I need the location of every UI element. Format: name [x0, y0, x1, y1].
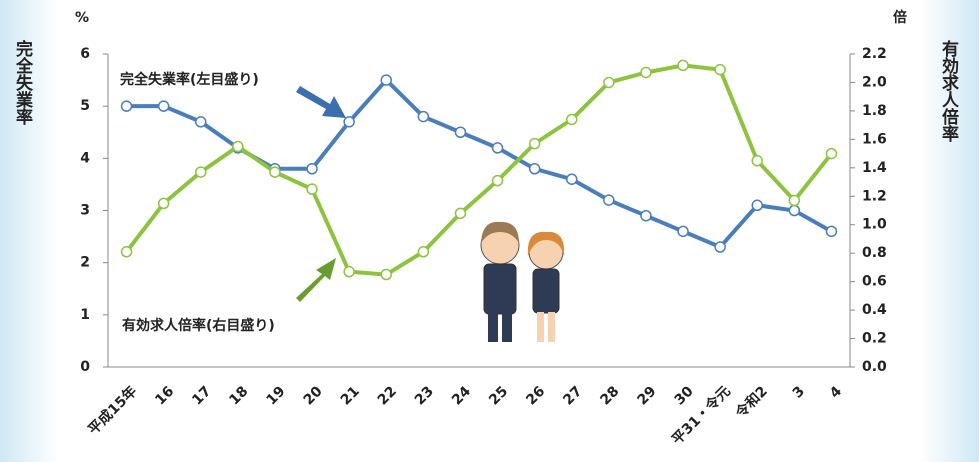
point: [714, 63, 726, 76]
point: [714, 241, 726, 253]
point: [751, 199, 763, 212]
point: [195, 166, 207, 178]
point: [306, 163, 318, 175]
point: [232, 140, 244, 153]
point: [825, 225, 838, 238]
point: [454, 126, 467, 138]
y-tick-label: 5: [80, 98, 90, 114]
point: [195, 116, 207, 128]
point: [491, 142, 504, 154]
y2-tick-label: 2.0: [862, 74, 887, 90]
point: [566, 113, 578, 126]
point: [491, 174, 504, 187]
point: [343, 265, 355, 278]
y-axis-label: 完全失業率: [12, 39, 34, 126]
point: [528, 163, 541, 175]
point: [825, 147, 838, 160]
y-tick-label: 2: [80, 255, 90, 271]
point: [640, 66, 652, 79]
y2-tick-label: 0.6: [862, 274, 887, 290]
point: [343, 116, 355, 128]
point: [157, 100, 170, 112]
series-line: [124, 63, 834, 277]
y2-tick-label: 1.8: [862, 103, 887, 119]
y2-tick-label: 2.2: [862, 46, 887, 62]
point: [269, 166, 281, 178]
point: [380, 268, 392, 281]
y2-tick-label: 0.4: [862, 302, 887, 318]
point: [640, 209, 652, 222]
point: [380, 74, 392, 86]
point: [677, 59, 689, 72]
y2-tick-label: 0.8: [862, 245, 887, 261]
point: [528, 137, 541, 150]
y-tick-label: 0: [80, 359, 90, 375]
point: [417, 246, 430, 258]
annotation: 有効求人倍率(右目盛り): [122, 317, 275, 334]
point: [417, 110, 430, 123]
y2-tick-label: 1.6: [862, 131, 887, 147]
y2-tick-label: 0.2: [862, 331, 887, 347]
y2-tick-label: 1.4: [862, 160, 887, 176]
y2-axis-label: 有効求人倍率: [938, 39, 959, 143]
point: [454, 207, 467, 220]
y2-unit: 倍: [893, 9, 907, 26]
point: [306, 183, 318, 195]
y2-tick-label: 1.0: [862, 217, 887, 233]
annotation: 完全失業率(左目盛り): [120, 71, 259, 88]
point: [120, 100, 133, 112]
illustration: [480, 221, 565, 342]
arrow: [296, 258, 336, 302]
arrow: [296, 86, 346, 118]
point: [157, 197, 170, 210]
point: [751, 154, 763, 167]
y2-tick-label: 1.2: [862, 188, 887, 204]
y-tick-label: 6: [80, 46, 90, 62]
point: [603, 76, 615, 89]
point: [788, 194, 801, 207]
y-unit: %: [75, 10, 89, 26]
y-tick-label: 3: [80, 203, 90, 219]
point: [603, 194, 615, 206]
y2-tick-label: 0.0: [862, 359, 887, 375]
point: [120, 246, 133, 258]
y-tick-label: 1: [80, 307, 90, 323]
point: [566, 173, 578, 185]
point: [677, 225, 689, 238]
point: [788, 204, 801, 217]
y-tick-label: 4: [80, 150, 90, 166]
